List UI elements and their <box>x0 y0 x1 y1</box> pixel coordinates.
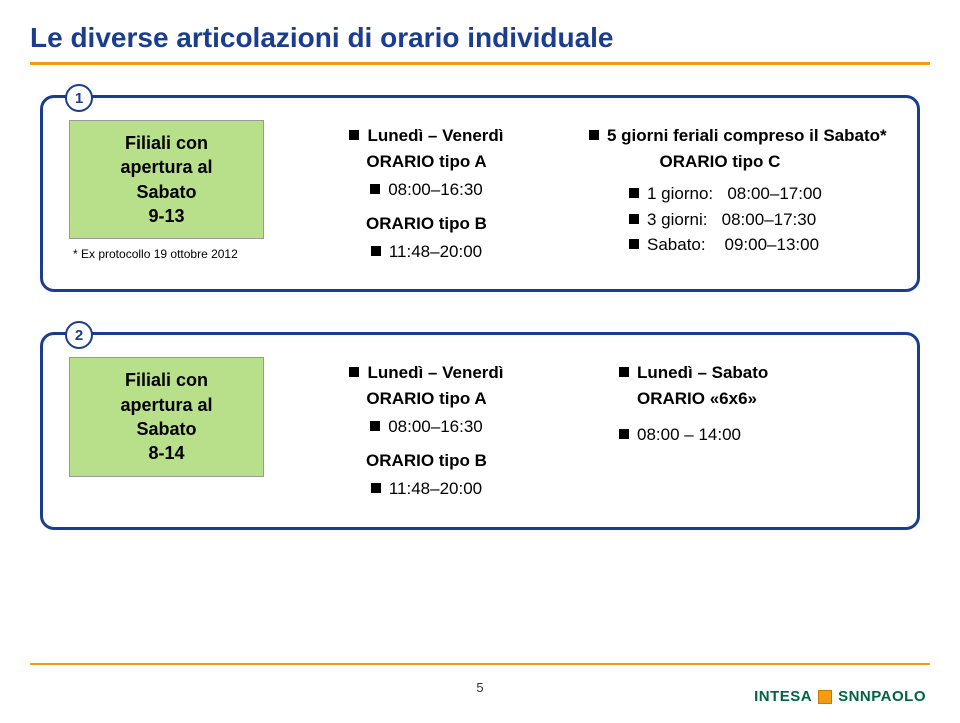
p2-mid-l2-value: 11:48–20:00 <box>389 477 482 501</box>
p2-r-row1: 08:00 – 14:00 <box>637 423 741 447</box>
logo-text-b: SNNPAOLO <box>838 688 926 705</box>
p1-mid-l2-value: 11:48–20:00 <box>389 240 482 264</box>
panel-1-badge: 1 <box>65 84 93 112</box>
bullet-icon <box>349 367 359 377</box>
logo-text-a: INTESA <box>754 688 812 705</box>
p1-r-row2: 3 giorni: 08:00–17:30 <box>647 208 816 232</box>
panel-2-greenbox: Filiali con apertura al Sabato 8-14 <box>69 357 264 476</box>
box2-line3: Sabato <box>78 417 255 441</box>
panel-1-mid-col: Lunedì – Venerdì ORARIO tipo A 08:00–16:… <box>294 120 559 267</box>
p2-r-heading: Lunedì – Sabato <box>637 361 768 385</box>
box1-line2: apertura al <box>78 155 255 179</box>
brand-logo: INTESA SNNPAOLO <box>754 688 926 705</box>
p1-r-row3: Sabato: 09:00–13:00 <box>647 233 819 257</box>
box2-line1: Filiali con <box>78 368 255 392</box>
bullet-icon <box>629 188 639 198</box>
panel-1-footnote: * Ex protocollo 19 ottobre 2012 <box>69 247 264 261</box>
p2-mid-l1-value: 08:00–16:30 <box>388 415 483 439</box>
panel-2-mid-col: Lunedì – Venerdì ORARIO tipo A 08:00–16:… <box>294 357 559 504</box>
p1-mid-l2-label: ORARIO tipo B <box>294 214 559 234</box>
bullet-icon <box>349 130 359 140</box>
p1-mid-heading: Lunedì – Venerdì <box>367 124 503 148</box>
p1-r-list: 1 giorno: 08:00–17:00 3 giorni: 08:00–17… <box>589 182 891 257</box>
box2-line2: apertura al <box>78 393 255 417</box>
bullet-icon <box>371 246 381 256</box>
bullet-icon <box>370 184 380 194</box>
p1-r-row1: 1 giorno: 08:00–17:00 <box>647 182 822 206</box>
panel-2-right-col: Lunedì – Sabato ORARIO «6x6» 08:00 – 14:… <box>589 357 891 451</box>
p1-r-sub: ORARIO tipo C <box>589 152 891 172</box>
bullet-icon <box>629 239 639 249</box>
panel-1-left-col: Filiali con apertura al Sabato 9-13 * Ex… <box>69 120 264 261</box>
p2-mid-l2-label: ORARIO tipo B <box>294 451 559 471</box>
bullet-icon <box>370 421 380 431</box>
panel-2: 2 Filiali con apertura al Sabato 8-14 Lu… <box>40 332 920 529</box>
panel-1-right-col: 5 giorni feriali compreso il Sabato* ORA… <box>589 120 891 259</box>
bullet-icon <box>371 483 381 493</box>
p1-mid-l1-value: 08:00–16:30 <box>388 178 483 202</box>
p1-mid-l1-label: ORARIO tipo A <box>294 152 559 172</box>
box1-line4: 9-13 <box>78 204 255 228</box>
bullet-icon <box>629 214 639 224</box>
bullet-icon <box>619 429 629 439</box>
panel-1-greenbox: Filiali con apertura al Sabato 9-13 <box>69 120 264 239</box>
p2-r-sub: ORARIO «6x6» <box>589 389 891 409</box>
p2-mid-heading: Lunedì – Venerdì <box>367 361 503 385</box>
logo-square-icon <box>818 690 832 704</box>
box2-line4: 8-14 <box>78 441 255 465</box>
footer-rule <box>30 663 930 665</box>
panel-1: 1 Filiali con apertura al Sabato 9-13 * … <box>40 95 920 292</box>
page-title: Le diverse articolazioni di orario indiv… <box>0 0 960 62</box>
p2-mid-l1-label: ORARIO tipo A <box>294 389 559 409</box>
bullet-icon <box>619 367 629 377</box>
bullet-icon <box>589 130 599 140</box>
box1-line1: Filiali con <box>78 131 255 155</box>
panel-2-left-col: Filiali con apertura al Sabato 8-14 <box>69 357 264 476</box>
content-area: 1 Filiali con apertura al Sabato 9-13 * … <box>0 65 960 530</box>
p1-r-heading: 5 giorni feriali compreso il Sabato* <box>607 124 887 148</box>
panel-2-badge: 2 <box>65 321 93 349</box>
box1-line3: Sabato <box>78 180 255 204</box>
